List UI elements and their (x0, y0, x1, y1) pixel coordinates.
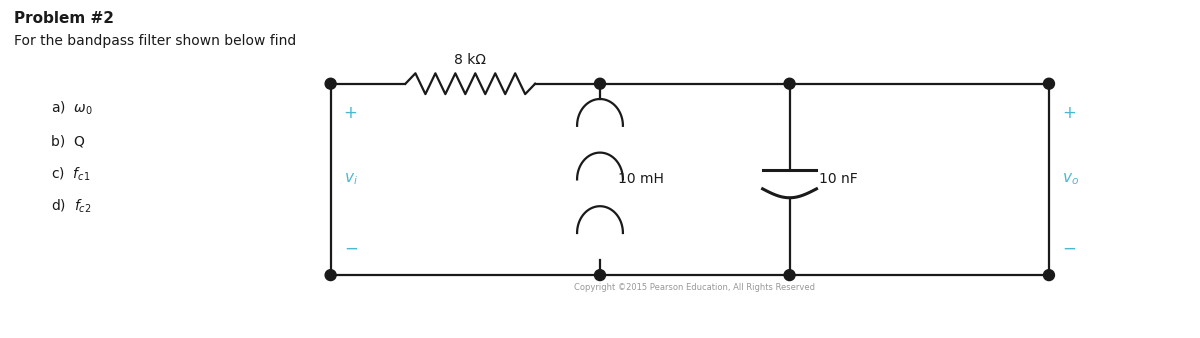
Text: $-$: $-$ (343, 238, 358, 256)
Text: $v_o$: $v_o$ (1062, 172, 1079, 187)
Text: $-$: $-$ (1062, 238, 1076, 256)
Circle shape (1044, 78, 1055, 89)
Circle shape (1044, 270, 1055, 281)
Text: a)  $\omega_0$: a) $\omega_0$ (52, 100, 94, 117)
Text: For the bandpass filter shown below find: For the bandpass filter shown below find (14, 34, 296, 48)
Text: c)  $f_{c1}$: c) $f_{c1}$ (52, 165, 91, 183)
Text: $v_i$: $v_i$ (343, 172, 358, 187)
Circle shape (784, 78, 796, 89)
Text: d)  $f_{c2}$: d) $f_{c2}$ (52, 198, 91, 215)
Text: +: + (1062, 104, 1076, 122)
Circle shape (784, 270, 796, 281)
Text: b)  Q: b) Q (52, 134, 85, 148)
Text: 10 nF: 10 nF (820, 172, 858, 187)
Circle shape (325, 270, 336, 281)
Circle shape (594, 78, 606, 89)
Text: 10 mH: 10 mH (618, 172, 664, 187)
Text: 8 kΩ: 8 kΩ (455, 53, 486, 67)
Circle shape (594, 270, 606, 281)
Text: Problem #2: Problem #2 (14, 11, 114, 26)
Text: Copyright ©2015 Pearson Education, All Rights Reserved: Copyright ©2015 Pearson Education, All R… (575, 283, 815, 292)
Text: +: + (343, 104, 358, 122)
Circle shape (325, 78, 336, 89)
